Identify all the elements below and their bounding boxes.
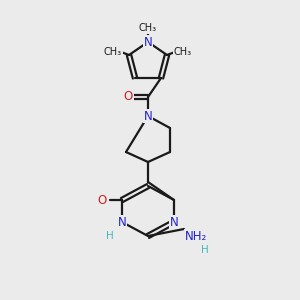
Text: N: N bbox=[144, 110, 152, 122]
Text: O: O bbox=[98, 194, 106, 206]
Text: H: H bbox=[106, 231, 114, 241]
Text: N: N bbox=[118, 215, 126, 229]
Text: CH₃: CH₃ bbox=[139, 23, 157, 33]
Text: O: O bbox=[123, 91, 133, 103]
Text: N: N bbox=[144, 35, 152, 49]
Text: H: H bbox=[201, 245, 209, 255]
Text: CH₃: CH₃ bbox=[174, 47, 192, 57]
Text: N: N bbox=[169, 215, 178, 229]
Text: NH₂: NH₂ bbox=[185, 230, 207, 242]
Text: CH₃: CH₃ bbox=[104, 47, 122, 57]
